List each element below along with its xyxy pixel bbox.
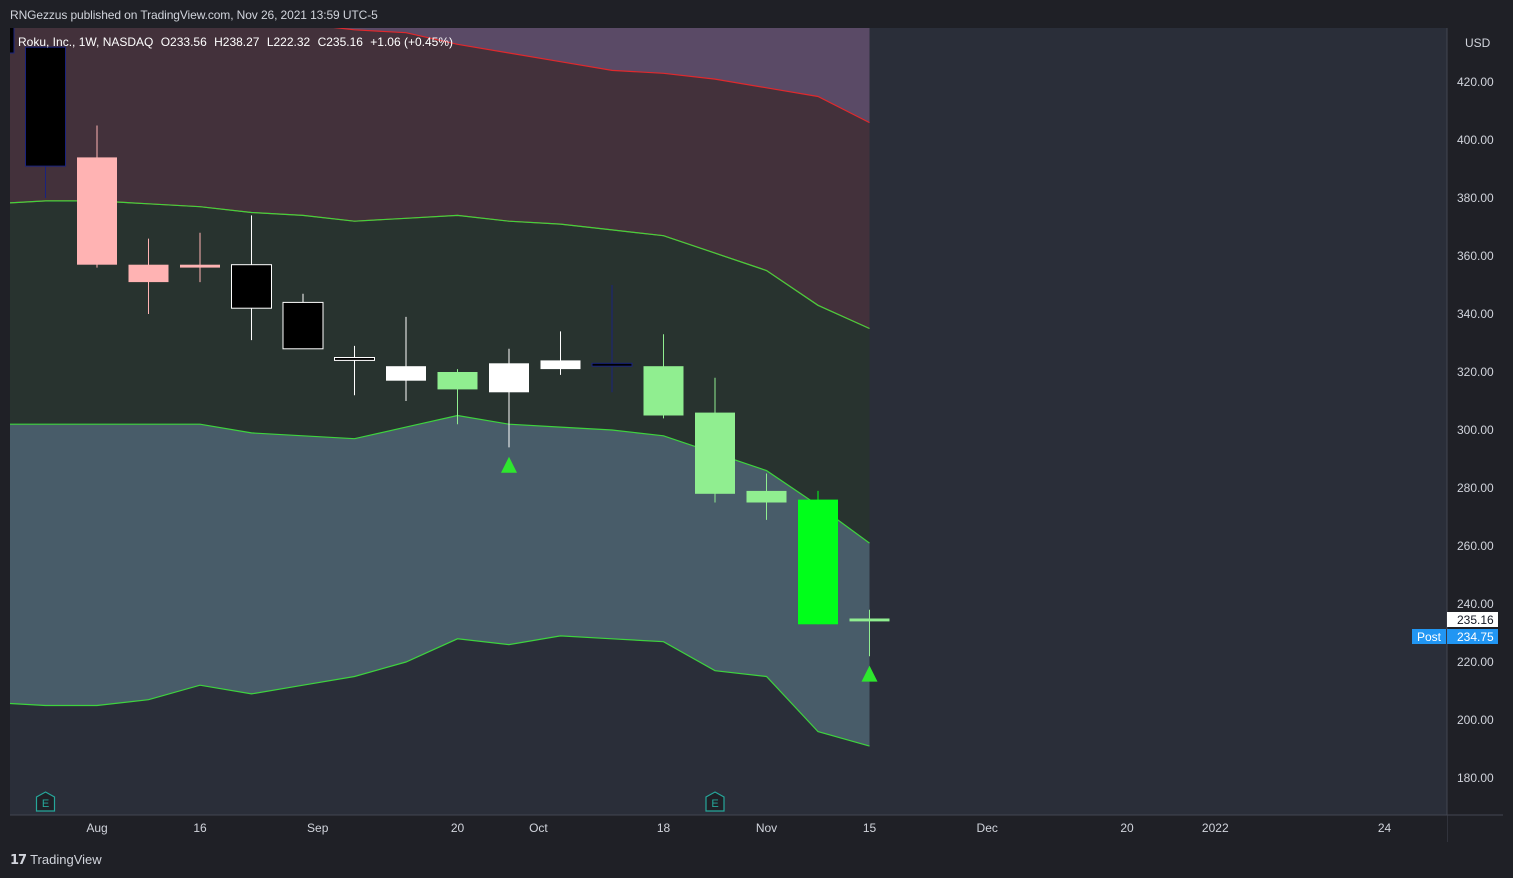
post-tag-text: Post [1417, 630, 1442, 644]
last-price-text: 235.16 [1457, 613, 1494, 627]
price-tick-label: 380.00 [1457, 191, 1494, 205]
time-tick-label: Dec [977, 821, 998, 835]
time-tick-label: Aug [86, 821, 107, 835]
candle-body [386, 366, 426, 381]
lower-band-zone [10, 415, 870, 747]
publisher-caption: RNGezzus published on TradingView.com, N… [10, 8, 378, 22]
candle-body [591, 362, 633, 367]
candle-body [282, 301, 324, 350]
legend-close: C235.16 [317, 35, 363, 49]
signal-triangle-up [861, 665, 878, 682]
upper-purple-zone [338, 28, 870, 123]
symbol-legend: Roku, Inc., 1W, NASDAQ O233.56 H238.27 L… [18, 35, 457, 49]
candle-body [10, 28, 15, 54]
time-tick-label: Oct [529, 821, 548, 835]
price-tick-label: 320.00 [1457, 365, 1494, 379]
post-price-badge [1447, 629, 1498, 644]
tradingview-logo[interactable]: 𝟭𝟳 TradingView [10, 852, 102, 868]
candle-body [489, 363, 529, 393]
price-tick-label: 280.00 [1457, 481, 1494, 495]
price-tick-label: 420.00 [1457, 75, 1494, 89]
time-tick-label: 24 [1378, 821, 1392, 835]
time-tick-label: 16 [193, 821, 207, 835]
earnings-marker-label: E [711, 798, 718, 810]
y-ticks-layer: 180.00 200.00 220.00 240.00 260.00 280.00 300.… [1457, 75, 1494, 785]
earnings-marker-label: E [42, 798, 49, 810]
price-tick-label: 260.00 [1457, 539, 1494, 553]
upper-red-zone [10, 28, 870, 329]
price-tick-label: 180.00 [1457, 771, 1494, 785]
candle-body [334, 357, 375, 361]
lower-outer-line [10, 635, 870, 747]
price-tick-label: 220.00 [1457, 655, 1494, 669]
candle-body [849, 618, 890, 622]
bands-layer [10, 28, 870, 747]
price-tick-label: 400.00 [1457, 133, 1494, 147]
post-tag-badge [1412, 629, 1446, 644]
signal-triangle-up [501, 456, 517, 473]
tradingview-logo-icon: 𝟭𝟳 [10, 852, 27, 867]
time-tick-label: Sep [307, 821, 329, 835]
price-axis-bg[interactable] [1447, 28, 1503, 815]
legend-change: +1.06 (+0.45%) [370, 35, 454, 49]
candle-body [437, 372, 478, 390]
price-tick-label: 240.00 [1457, 597, 1494, 611]
tradingview-logo-text: TradingView [30, 852, 102, 867]
price-tick-label: 200.00 [1457, 713, 1494, 727]
candle-body [128, 264, 169, 283]
upper-outer-line [333, 28, 870, 124]
price-tick-label: 340.00 [1457, 307, 1494, 321]
earnings-marker-icon [35, 791, 56, 812]
time-tick-label: 18 [657, 821, 671, 835]
candles-layer [10, 28, 890, 657]
currency-label: USD [1465, 36, 1491, 50]
time-axis-bg[interactable] [10, 815, 1447, 842]
time-tick-label: 20 [1120, 821, 1134, 835]
price-labels-layer: 235.16 Post 234.75 [1412, 612, 1498, 644]
candle-body [77, 157, 117, 265]
legend-symbol: Roku, Inc., 1W, NASDAQ [18, 35, 154, 49]
legend-high: H238.27 [214, 35, 260, 49]
signals-layer [501, 456, 878, 682]
footer: 𝟭𝟳 TradingView [0, 846, 1513, 878]
price-tick-label: 300.00 [1457, 423, 1494, 437]
top-bar: RNGezzus published on TradingView.com, N… [0, 0, 1513, 28]
candle-body [695, 412, 735, 494]
time-tick-label: 20 [451, 821, 465, 835]
candle-body [180, 264, 220, 268]
candle-body [231, 264, 272, 309]
candle-body [746, 490, 787, 503]
candle-body [798, 499, 838, 625]
earnings-marker-icon [705, 791, 725, 812]
candle-body [643, 366, 684, 416]
last-price-badge [1447, 612, 1498, 627]
price-tick-label: 360.00 [1457, 249, 1494, 263]
candle-body [540, 360, 581, 370]
post-price-text: 234.75 [1457, 630, 1494, 644]
time-tick-label: Nov [756, 821, 777, 835]
candle-body [25, 46, 66, 167]
time-tick-label: 15 [863, 821, 877, 835]
x-ticks-layer: Aug 16 Sep 20 Oct 18 Nov 15 Dec 20 2022 24 [86, 821, 1391, 835]
legend-open: O233.56 [160, 35, 207, 49]
legend-low: L222.32 [266, 35, 311, 49]
time-tick-label: 2022 [1202, 821, 1229, 835]
